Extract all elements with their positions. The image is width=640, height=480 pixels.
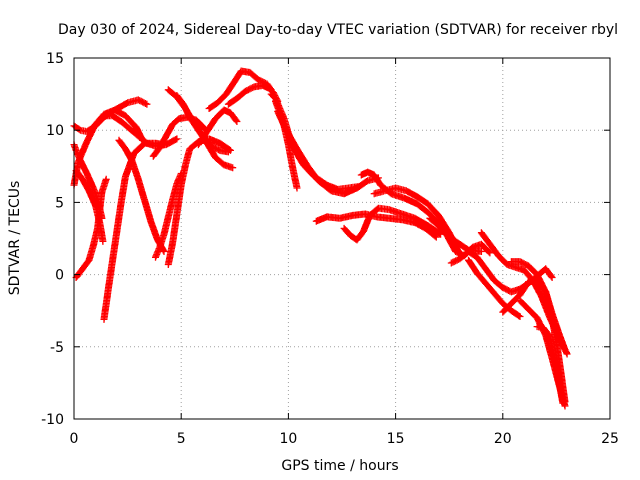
- series-track-20: [312, 210, 440, 241]
- y-axis: -10 -5 0 5 10 15: [41, 51, 610, 428]
- data-marks: [205, 67, 275, 112]
- data-marks: [72, 175, 110, 281]
- y-tick-label: 10: [46, 123, 64, 139]
- x-tick-label: 10: [279, 431, 297, 447]
- series-track-23: [370, 184, 464, 258]
- series-track-10: [152, 170, 185, 261]
- y-tick-label: -10: [41, 412, 64, 428]
- y-axis-label: SDTVAR / TECUs: [7, 181, 23, 296]
- x-tick-label: 20: [494, 431, 512, 447]
- gridlines: [74, 58, 610, 419]
- y-tick-label: 0: [55, 268, 64, 284]
- series-track-19: [274, 107, 382, 198]
- x-tick-label: 5: [177, 431, 186, 447]
- x-tick-label: 0: [70, 431, 79, 447]
- series-track-8: [115, 136, 168, 255]
- series-track-11: [164, 135, 234, 268]
- plot-area: [73, 57, 611, 420]
- data-marks: [340, 204, 445, 244]
- data-marks: [164, 135, 234, 268]
- data-marks: [533, 323, 567, 407]
- data-marks: [194, 106, 241, 149]
- y-tick-label: -5: [50, 340, 64, 356]
- series-track-5: [72, 175, 110, 281]
- y-tick-label: 5: [55, 195, 64, 211]
- x-tick-label: 25: [601, 431, 619, 447]
- x-axis: 0 5 10 15 20 25: [70, 58, 619, 447]
- data-marks: [274, 107, 382, 198]
- data-marks: [152, 170, 185, 261]
- data-marks: [115, 136, 168, 255]
- data-series: [70, 67, 571, 410]
- y-tick-label: 15: [46, 51, 64, 67]
- series-track-14: [194, 106, 241, 149]
- x-axis-label: GPS time / hours: [281, 458, 398, 474]
- series-track-15: [205, 67, 275, 112]
- series-track-21: [340, 204, 445, 244]
- x-tick-label: 15: [387, 431, 405, 447]
- data-marks: [312, 210, 440, 241]
- chart-title: Day 030 of 2024, Sidereal Day-to-day VTE…: [58, 22, 618, 38]
- data-marks: [370, 184, 464, 258]
- series-track-31: [533, 323, 567, 407]
